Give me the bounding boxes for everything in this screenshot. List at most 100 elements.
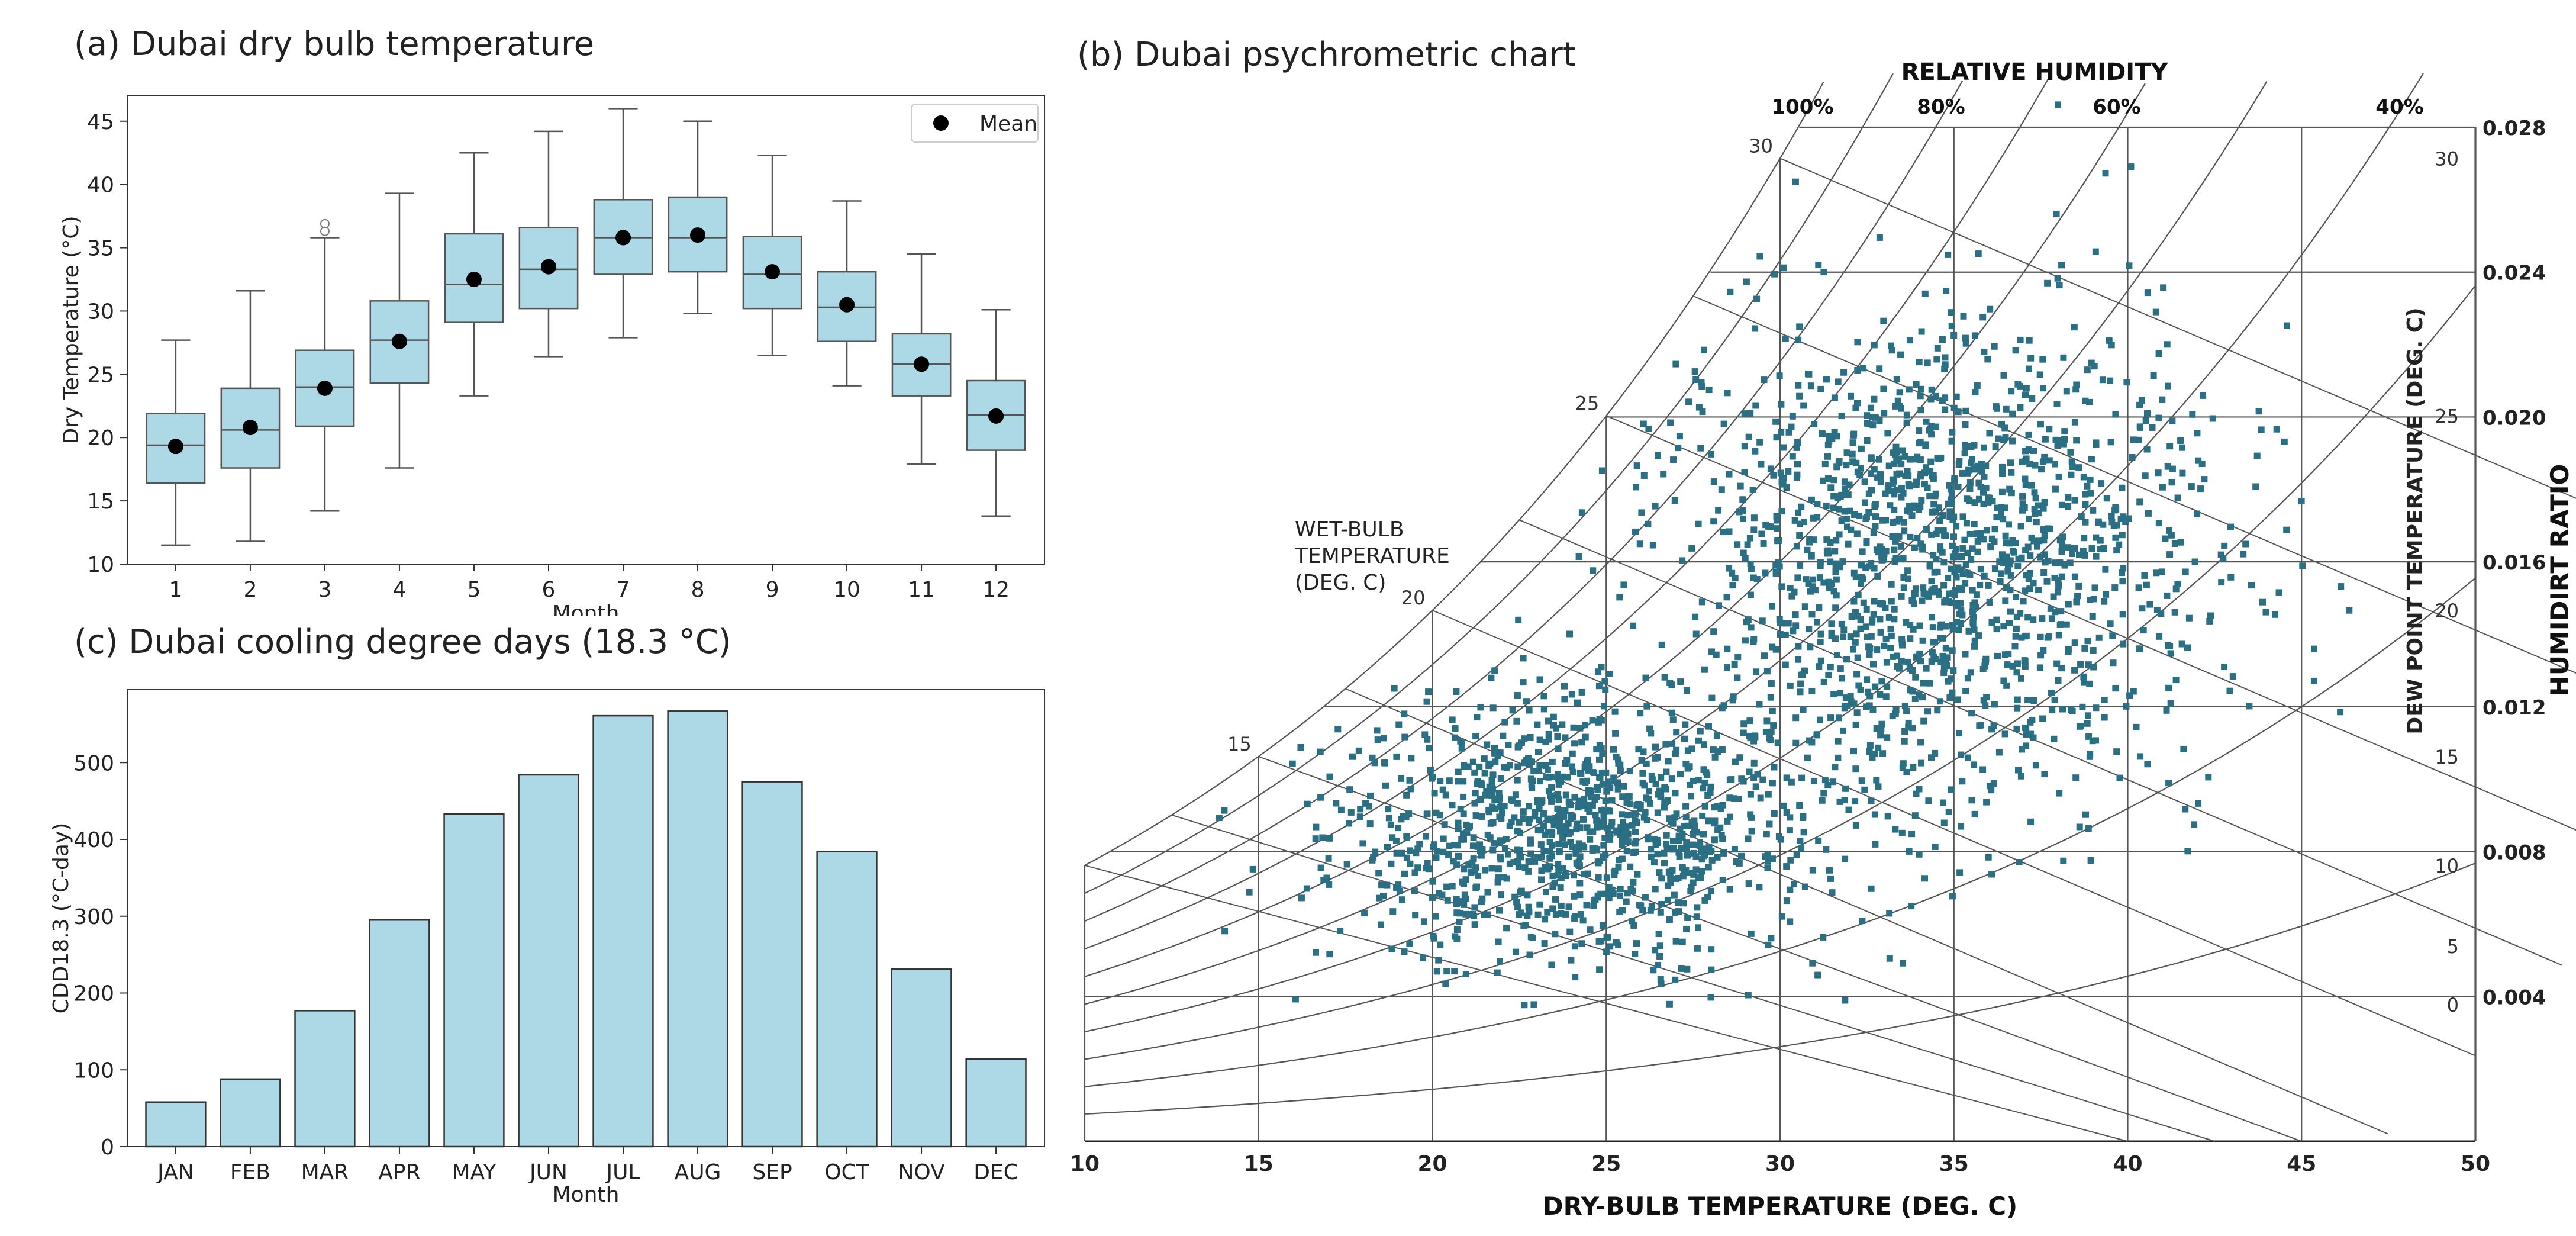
scatter-point [1907,507,1913,514]
scatter-point [1866,420,1873,427]
scatter-point [1926,493,1933,500]
scatter-point [1481,911,1488,918]
scatter-point [1488,782,1495,789]
scatter-point [1949,516,1956,523]
scatter-point [1937,546,1944,553]
scatter-point [2142,472,2149,479]
scatter-point [2082,397,2089,404]
scatter-point [1457,738,1464,745]
scatter-point [1842,694,1849,701]
scatter-point [1670,456,1677,464]
scatter-point [1671,497,1678,504]
scatter-point [1607,784,1614,791]
scatter-point [1602,797,1609,804]
scatter-point [1912,674,1919,681]
x-tick-label: 11 [908,578,935,602]
scatter-point [1469,758,1476,765]
scatter-point [2079,703,2086,710]
scatter-point [1949,647,1956,654]
scatter-point [1795,336,1802,343]
scatter-point [2025,575,2032,582]
y-axis-label: Dry Temperature (°C) [59,216,83,445]
scatter-point [2158,610,2165,617]
y-tick-label: 200 [73,982,114,1006]
scatter-point [1817,385,1824,392]
y-tick-label: 0 [101,1135,114,1160]
scatter-point [1549,842,1556,849]
scatter-point [1472,790,1479,797]
scatter-point [1898,658,1905,665]
scatter-point [2035,587,2042,593]
scatter-point [2001,424,2008,432]
scatter-point [1854,339,1861,346]
scatter-point [1599,781,1606,788]
scatter-point [1945,678,1952,685]
scatter-point [1568,957,1575,964]
scatter-point [2018,634,2025,641]
scatter-point [1471,912,1478,919]
scatter-point [1549,873,1556,880]
scatter-point [1948,496,1955,503]
scatter-point [1747,561,1754,568]
scatter-point [1497,856,1504,863]
scatter-point [1667,880,1674,886]
scatter-point [2035,510,2042,517]
scatter-point [2205,774,2212,781]
scatter-point [1488,792,1495,799]
scatter-point [2006,620,2013,626]
scatter-point [1502,845,1508,852]
scatter-point [1775,537,1782,544]
scatter-point [1927,425,1934,432]
scatter-point [1572,849,1579,857]
scatter-point [1574,699,1581,706]
scatter-point [1738,852,1745,860]
scatter-point [1571,872,1577,879]
scatter-point [2103,495,2110,502]
scatter-point [1468,868,1475,876]
scatter-point [1698,379,1705,386]
scatter-point [1497,958,1503,965]
scatter-point [1649,776,1656,783]
scatter-point [1770,722,1777,729]
scatter-point [2272,611,2278,618]
scatter-point [1739,496,1746,503]
scatter-point [1634,871,1641,878]
scatter-point [1414,845,1421,852]
scatter-point [2162,535,2169,542]
scatter-point [1948,437,1955,445]
scatter-point [1476,841,1484,848]
x-tick-label: 35 [1939,1152,1969,1176]
panel-cooling-degree-days: (c) Dubai cooling degree days (18.3 °C) … [0,616,1065,1234]
scatter-point [2031,489,2038,496]
scatter-point [1991,526,1998,533]
scatter-point [1527,734,1534,741]
scatter-point [1896,403,1903,409]
scatter-point [1694,945,1701,952]
mean-point [317,380,333,396]
scatter-point [1752,733,1759,741]
panel-dry-bulb-boxplot: (a) Dubai dry bulb temperature 10 15 20 25 3… [0,0,1065,626]
scatter-point [2107,439,2114,446]
scatter-point [1672,750,1679,757]
scatter-point [1988,871,1995,878]
scatter-point [2058,621,2064,628]
scatter-point [1767,694,1774,701]
scatter-point [1780,802,1787,809]
scatter-point [1814,619,1820,626]
scatter-point [1895,665,1903,672]
scatter-point [1710,746,1717,754]
scatter-point [1925,797,1932,804]
scatter-point [1708,966,1715,973]
scatter-point [1562,828,1569,835]
scatter-point [2013,669,2020,676]
scatter-point [2090,647,2097,654]
bar [443,813,505,1148]
scatter-point [1916,650,1923,657]
scatter-point [2003,682,2010,689]
scatter-point [1692,376,1700,383]
outlier-point [320,226,330,236]
scatter-point [1607,836,1614,843]
scatter-point [1899,447,1906,454]
scatter-point [1615,760,1622,767]
scatter-point [1928,431,1935,438]
